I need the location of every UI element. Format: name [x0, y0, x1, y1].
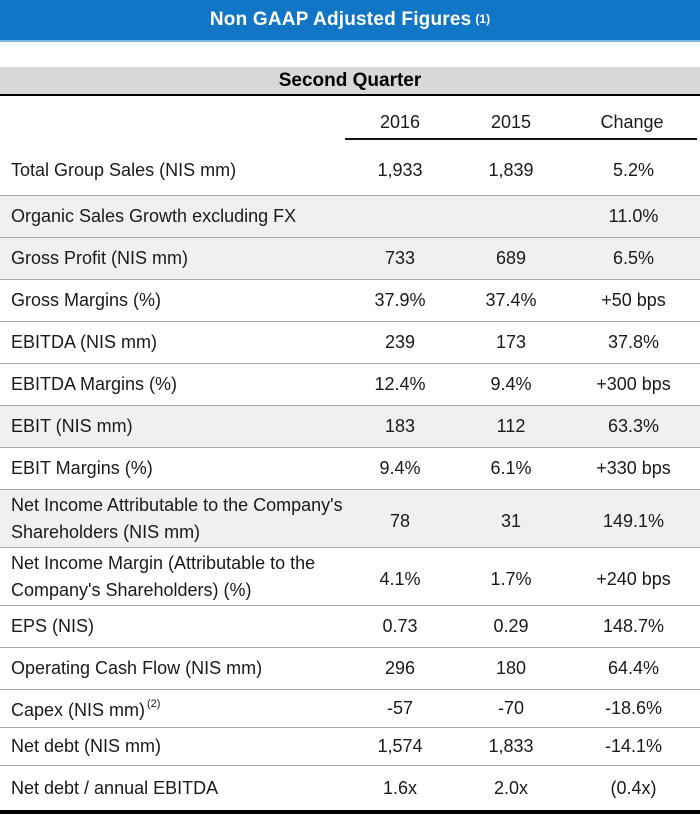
row-label: Total Group Sales (NIS mm) [11, 160, 237, 180]
value-2016: 0.73 [382, 616, 418, 636]
value-2016: 296 [384, 658, 416, 678]
value-2016: 733 [384, 248, 416, 268]
section-header-bar: Second Quarter [0, 67, 700, 96]
row-label: Net debt (NIS mm) [11, 736, 162, 756]
capex-footnote-marker: (2) [147, 698, 161, 710]
value-2016: 78 [389, 511, 411, 531]
col-header-2016: 2016 [379, 112, 421, 132]
value-2016: 1,574 [377, 736, 423, 756]
value-2016: 1.6x [382, 777, 418, 798]
title-bar: Non GAAP Adjusted Figures (1) [0, 0, 700, 42]
table-row-gross-profit: Gross Profit (NIS mm) 733 689 6.5% [0, 238, 700, 280]
value-2015: 112 [496, 416, 526, 436]
table-row-eps: EPS (NIS) 0.73 0.29 148.7% [0, 606, 700, 648]
value-change: +300 bps [596, 374, 671, 394]
value-2016: 4.1% [379, 569, 421, 589]
row-label: Capex (NIS mm) (2) [0, 693, 345, 724]
value-2016: 1,933 [377, 160, 423, 180]
value-change: 5.2% [612, 160, 655, 180]
column-header-group: 2016 2015 Change [345, 109, 697, 140]
value-change: 148.7% [602, 616, 665, 636]
table-row-capex: Capex (NIS mm) (2) -57 -70 -18.6% [0, 690, 700, 728]
table-row-net-debt-annual-ebitda: Net debt / annual EBITDA 1.6x 2.0x (0.4x… [0, 766, 700, 814]
value-2015: 0.29 [493, 616, 529, 636]
value-2015: 1.7% [490, 569, 532, 589]
value-2015: 1,833 [488, 736, 534, 756]
value-change: 6.5% [612, 248, 655, 268]
table-row-organic-sales-growth: Organic Sales Growth excluding FX 11.0% [0, 196, 700, 238]
col-header-2015: 2015 [490, 112, 532, 132]
value-change: (0.4x) [610, 777, 657, 798]
page-title: Non GAAP Adjusted Figures [209, 9, 472, 30]
value-change: 63.3% [607, 416, 660, 436]
table-row-ebit-margins: EBIT Margins (%) 9.4% 6.1% +330 bps [0, 448, 700, 490]
table-row-operating-cash-flow: Operating Cash Flow (NIS mm) 296 180 64.… [0, 648, 700, 690]
row-label: Gross Profit (NIS mm) [11, 248, 189, 268]
section-header: Second Quarter [278, 69, 422, 91]
value-change: +240 bps [596, 569, 671, 589]
title-footnote-marker: (1) [475, 12, 491, 26]
value-change: 149.1% [602, 511, 665, 531]
row-label: Gross Margins (%) [11, 290, 162, 310]
value-2015: 37.4% [485, 290, 537, 310]
financial-table: Total Group Sales (NIS mm) 1,933 1,839 5… [0, 146, 700, 814]
value-2016: 37.9% [374, 290, 426, 310]
value-2015: 173 [495, 332, 527, 352]
value-2015: 2.0x [493, 777, 529, 798]
value-2015: 180 [495, 658, 527, 678]
value-2015: -70 [497, 698, 524, 718]
column-header-row: 2016 2015 Change [0, 96, 700, 146]
table-row-ebitda-margins: EBITDA Margins (%) 12.4% 9.4% +300 bps [0, 364, 700, 406]
value-2015: 6.1% [490, 458, 532, 478]
row-label: Net Income Margin (Attributable to the C… [11, 552, 316, 600]
col-header-change: Change [600, 112, 664, 132]
value-change: +50 bps [601, 290, 666, 310]
value-2016: 183 [384, 416, 416, 436]
value-change: 37.8% [607, 332, 660, 352]
table-row-net-debt: Net debt (NIS mm) 1,574 1,833 -14.1% [0, 728, 700, 766]
column-header-spacer [0, 109, 345, 146]
value-change: -14.1% [604, 736, 663, 756]
value-2015: 689 [495, 248, 527, 268]
row-label: EPS (NIS) [11, 616, 95, 636]
value-2015: 9.4% [490, 374, 532, 394]
table-row-net-income-attributable: Net Income Attributable to the Company's… [0, 490, 700, 548]
row-label: Net Income Attributable to the Company's… [11, 494, 343, 542]
table-row-gross-margins: Gross Margins (%) 37.9% 37.4% +50 bps [0, 280, 700, 322]
table-row-total-group-sales: Total Group Sales (NIS mm) 1,933 1,839 5… [0, 146, 700, 196]
value-change: 11.0% [608, 206, 659, 226]
spacer [0, 42, 700, 67]
value-change: -18.6% [604, 698, 663, 718]
row-label: EBITDA Margins (%) [11, 374, 178, 394]
value-change: 64.4% [607, 658, 660, 678]
row-label: Net debt / annual EBITDA [11, 777, 219, 798]
table-row-net-income-margin: Net Income Margin (Attributable to the C… [0, 548, 700, 606]
value-2015: 1,839 [488, 160, 534, 180]
value-change: +330 bps [596, 458, 671, 478]
row-label: Operating Cash Flow (NIS mm) [11, 658, 263, 678]
value-2016: 239 [384, 332, 416, 352]
row-label: Organic Sales Growth excluding FX [11, 206, 297, 226]
row-label: EBIT (NIS mm) [11, 416, 133, 436]
row-label: EBITDA (NIS mm) [11, 332, 158, 352]
table-row-ebit: EBIT (NIS mm) 183 112 63.3% [0, 406, 700, 448]
table-row-ebitda: EBITDA (NIS mm) 239 173 37.8% [0, 322, 700, 364]
value-2015: 31 [500, 511, 522, 531]
value-2016: -57 [386, 698, 413, 718]
row-label: EBIT Margins (%) [11, 458, 153, 478]
capex-label: Capex (NIS mm) [11, 700, 146, 720]
value-2016: 9.4% [379, 458, 421, 478]
value-2016: 12.4% [374, 374, 426, 394]
